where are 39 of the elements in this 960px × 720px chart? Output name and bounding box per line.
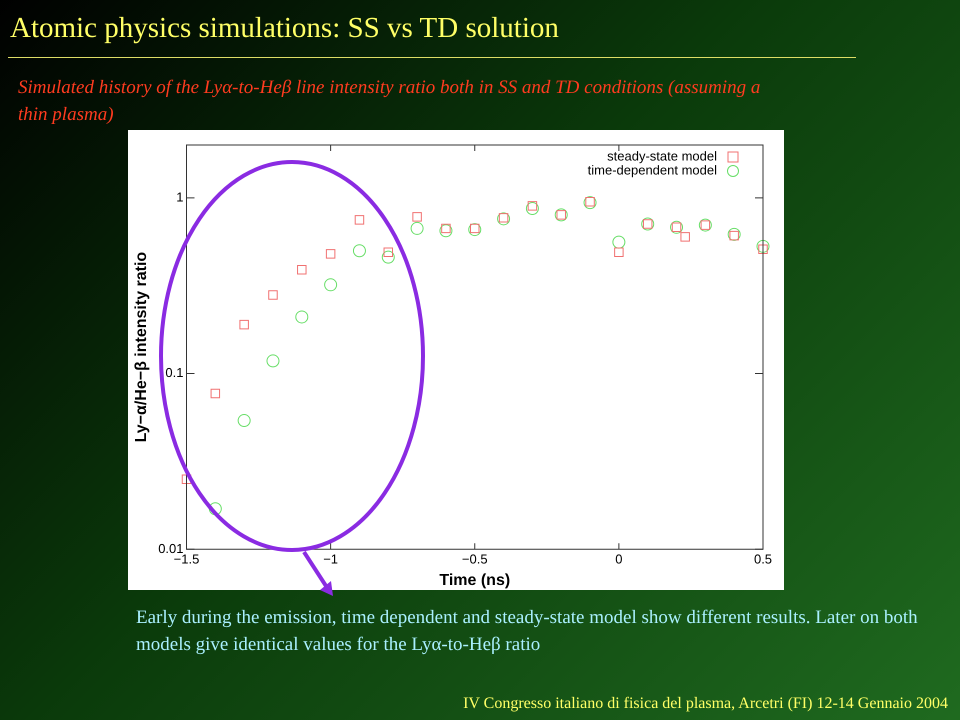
point xyxy=(324,278,338,292)
y-tick-label: 1 xyxy=(176,189,184,204)
point xyxy=(208,502,222,516)
y-tick-label: 0.1 xyxy=(165,365,184,380)
point xyxy=(497,212,510,226)
x-tick-label: 0.5 xyxy=(754,552,772,567)
point xyxy=(584,196,597,210)
y-axis-title: Ly−α/He−β intensity ratio xyxy=(133,252,150,442)
x-tick-label: 0 xyxy=(615,552,622,567)
point xyxy=(439,224,452,238)
point xyxy=(352,244,366,258)
point xyxy=(239,320,249,330)
point xyxy=(297,264,307,274)
legend-label: time-dependent model xyxy=(588,162,718,178)
point xyxy=(410,222,424,235)
x-axis-title: Time (ns) xyxy=(439,572,510,589)
text: IV Congresso italiano di fisica del plasma, Arcetri (FI) 12-14 Gennaio 2004 xyxy=(463,695,948,713)
point xyxy=(614,248,624,258)
point xyxy=(354,215,364,225)
chart-title: Atomic physics simulations: SS vs TD solution xyxy=(10,12,559,45)
point xyxy=(468,223,482,236)
point xyxy=(326,249,336,259)
text: Early during the emission, time dependent and steady-state model show different results. Later on both models give identical values for the Lyα-to-Heβ ratio xyxy=(136,606,919,657)
x-tick-label: −0.5 xyxy=(462,552,488,567)
point xyxy=(412,212,422,222)
point xyxy=(266,354,280,368)
point xyxy=(612,236,626,249)
point xyxy=(382,250,395,264)
point xyxy=(728,228,741,241)
point xyxy=(526,202,539,216)
point xyxy=(268,290,278,300)
point xyxy=(238,414,251,428)
point xyxy=(210,388,220,398)
legend-label: steady-state model xyxy=(607,148,718,164)
point xyxy=(295,310,308,324)
point xyxy=(680,232,690,242)
point xyxy=(756,240,770,253)
chart-subtitle: Simulated history of the Lyα-to-Heβ line intensity ratio both in SS and TD conditions (assuming a thin plasma) xyxy=(18,76,762,127)
x-tick-label: −1 xyxy=(323,552,338,567)
